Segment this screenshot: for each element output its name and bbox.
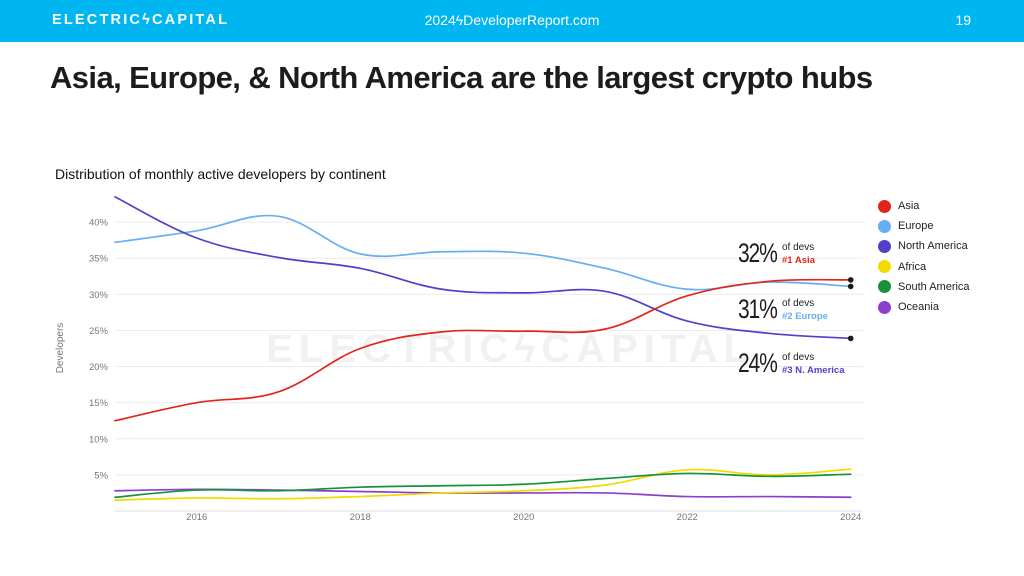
legend-swatch — [878, 219, 891, 233]
legend-label: North America — [898, 240, 968, 253]
legend-swatch — [878, 300, 891, 314]
callout-europe: 31% of devs #2 Europe — [738, 295, 828, 324]
legend-swatch — [878, 239, 891, 253]
callout-text: of devs #3 N. America — [782, 349, 845, 378]
callout-text: of devs #1 Asia — [782, 239, 815, 268]
page-number: 19 — [955, 12, 971, 28]
callout-rank: #1 Asia — [782, 255, 815, 266]
callout-north-america: 24% of devs #3 N. America — [738, 349, 845, 378]
callout-rank: #2 Europe — [782, 311, 828, 322]
legend-item-oceania: Oceania — [878, 297, 970, 317]
chart-title: Distribution of monthly active developer… — [55, 166, 386, 182]
y-tick-label: 30% — [89, 290, 109, 301]
callout-rank: #3 N. America — [782, 365, 845, 376]
y-tick-label: 5% — [94, 470, 108, 481]
legend-label: Europe — [898, 220, 934, 233]
x-tick-label: 2016 — [186, 512, 207, 523]
series-line-north-america — [114, 195, 852, 340]
report-link[interactable]: 2024ϟDeveloperReport.com — [424, 12, 600, 28]
callout-text: of devs #2 Europe — [782, 295, 828, 324]
watermark: ELECTRICϟCAPITAL — [266, 327, 754, 371]
legend-item-south-america: South America — [878, 277, 970, 297]
callout-label: of devs — [782, 242, 815, 253]
series-line-asia — [114, 278, 852, 422]
x-tick-label: 2020 — [513, 512, 534, 523]
series-line-south-america — [114, 472, 852, 499]
callout-percent: 32% — [738, 238, 778, 268]
y-tick-label: 20% — [89, 362, 109, 373]
x-tick-label: 2022 — [677, 512, 698, 523]
y-tick-label: 25% — [89, 326, 109, 337]
callout-percent: 31% — [738, 294, 778, 324]
callout-asia: 32% of devs #1 Asia — [738, 239, 815, 268]
legend-label: Asia — [898, 200, 920, 213]
end-marker-asia — [847, 277, 854, 283]
legend-item-north-america: North America — [878, 236, 970, 256]
legend-item-africa: Africa — [878, 257, 970, 277]
y-tick-label: 35% — [89, 254, 109, 265]
legend-swatch — [878, 260, 891, 274]
x-tick-label: 2024 — [840, 512, 861, 523]
page-title: Asia, Europe, & North America are the la… — [50, 60, 873, 95]
x-tick-label: 2018 — [350, 512, 371, 523]
legend-swatch — [878, 280, 891, 294]
end-marker-north-america — [847, 335, 854, 342]
brand-logo: ELECTRICϟCAPITAL — [52, 12, 230, 28]
callout-label: of devs — [782, 352, 815, 363]
legend-label: Africa — [898, 260, 927, 273]
legend-item-asia: Asia — [878, 196, 970, 216]
legend-label: South America — [898, 280, 970, 293]
callout-percent: 24% — [738, 348, 778, 378]
y-tick-label: 15% — [89, 398, 109, 409]
chart-legend: Asia Europe North America Africa South A… — [878, 196, 970, 317]
end-marker-europe — [847, 283, 854, 290]
legend-item-europe: Europe — [878, 216, 970, 236]
legend-label: Oceania — [898, 301, 939, 314]
legend-swatch — [878, 199, 891, 213]
callout-label: of devs — [782, 298, 815, 309]
y-tick-label: 40% — [89, 218, 109, 229]
y-tick-label: 10% — [89, 434, 109, 445]
header-bar: ELECTRICϟCAPITAL 2024ϟDeveloperReport.co… — [0, 0, 1024, 42]
series-line-africa — [114, 468, 852, 502]
y-axis-label: Developers — [55, 323, 66, 374]
